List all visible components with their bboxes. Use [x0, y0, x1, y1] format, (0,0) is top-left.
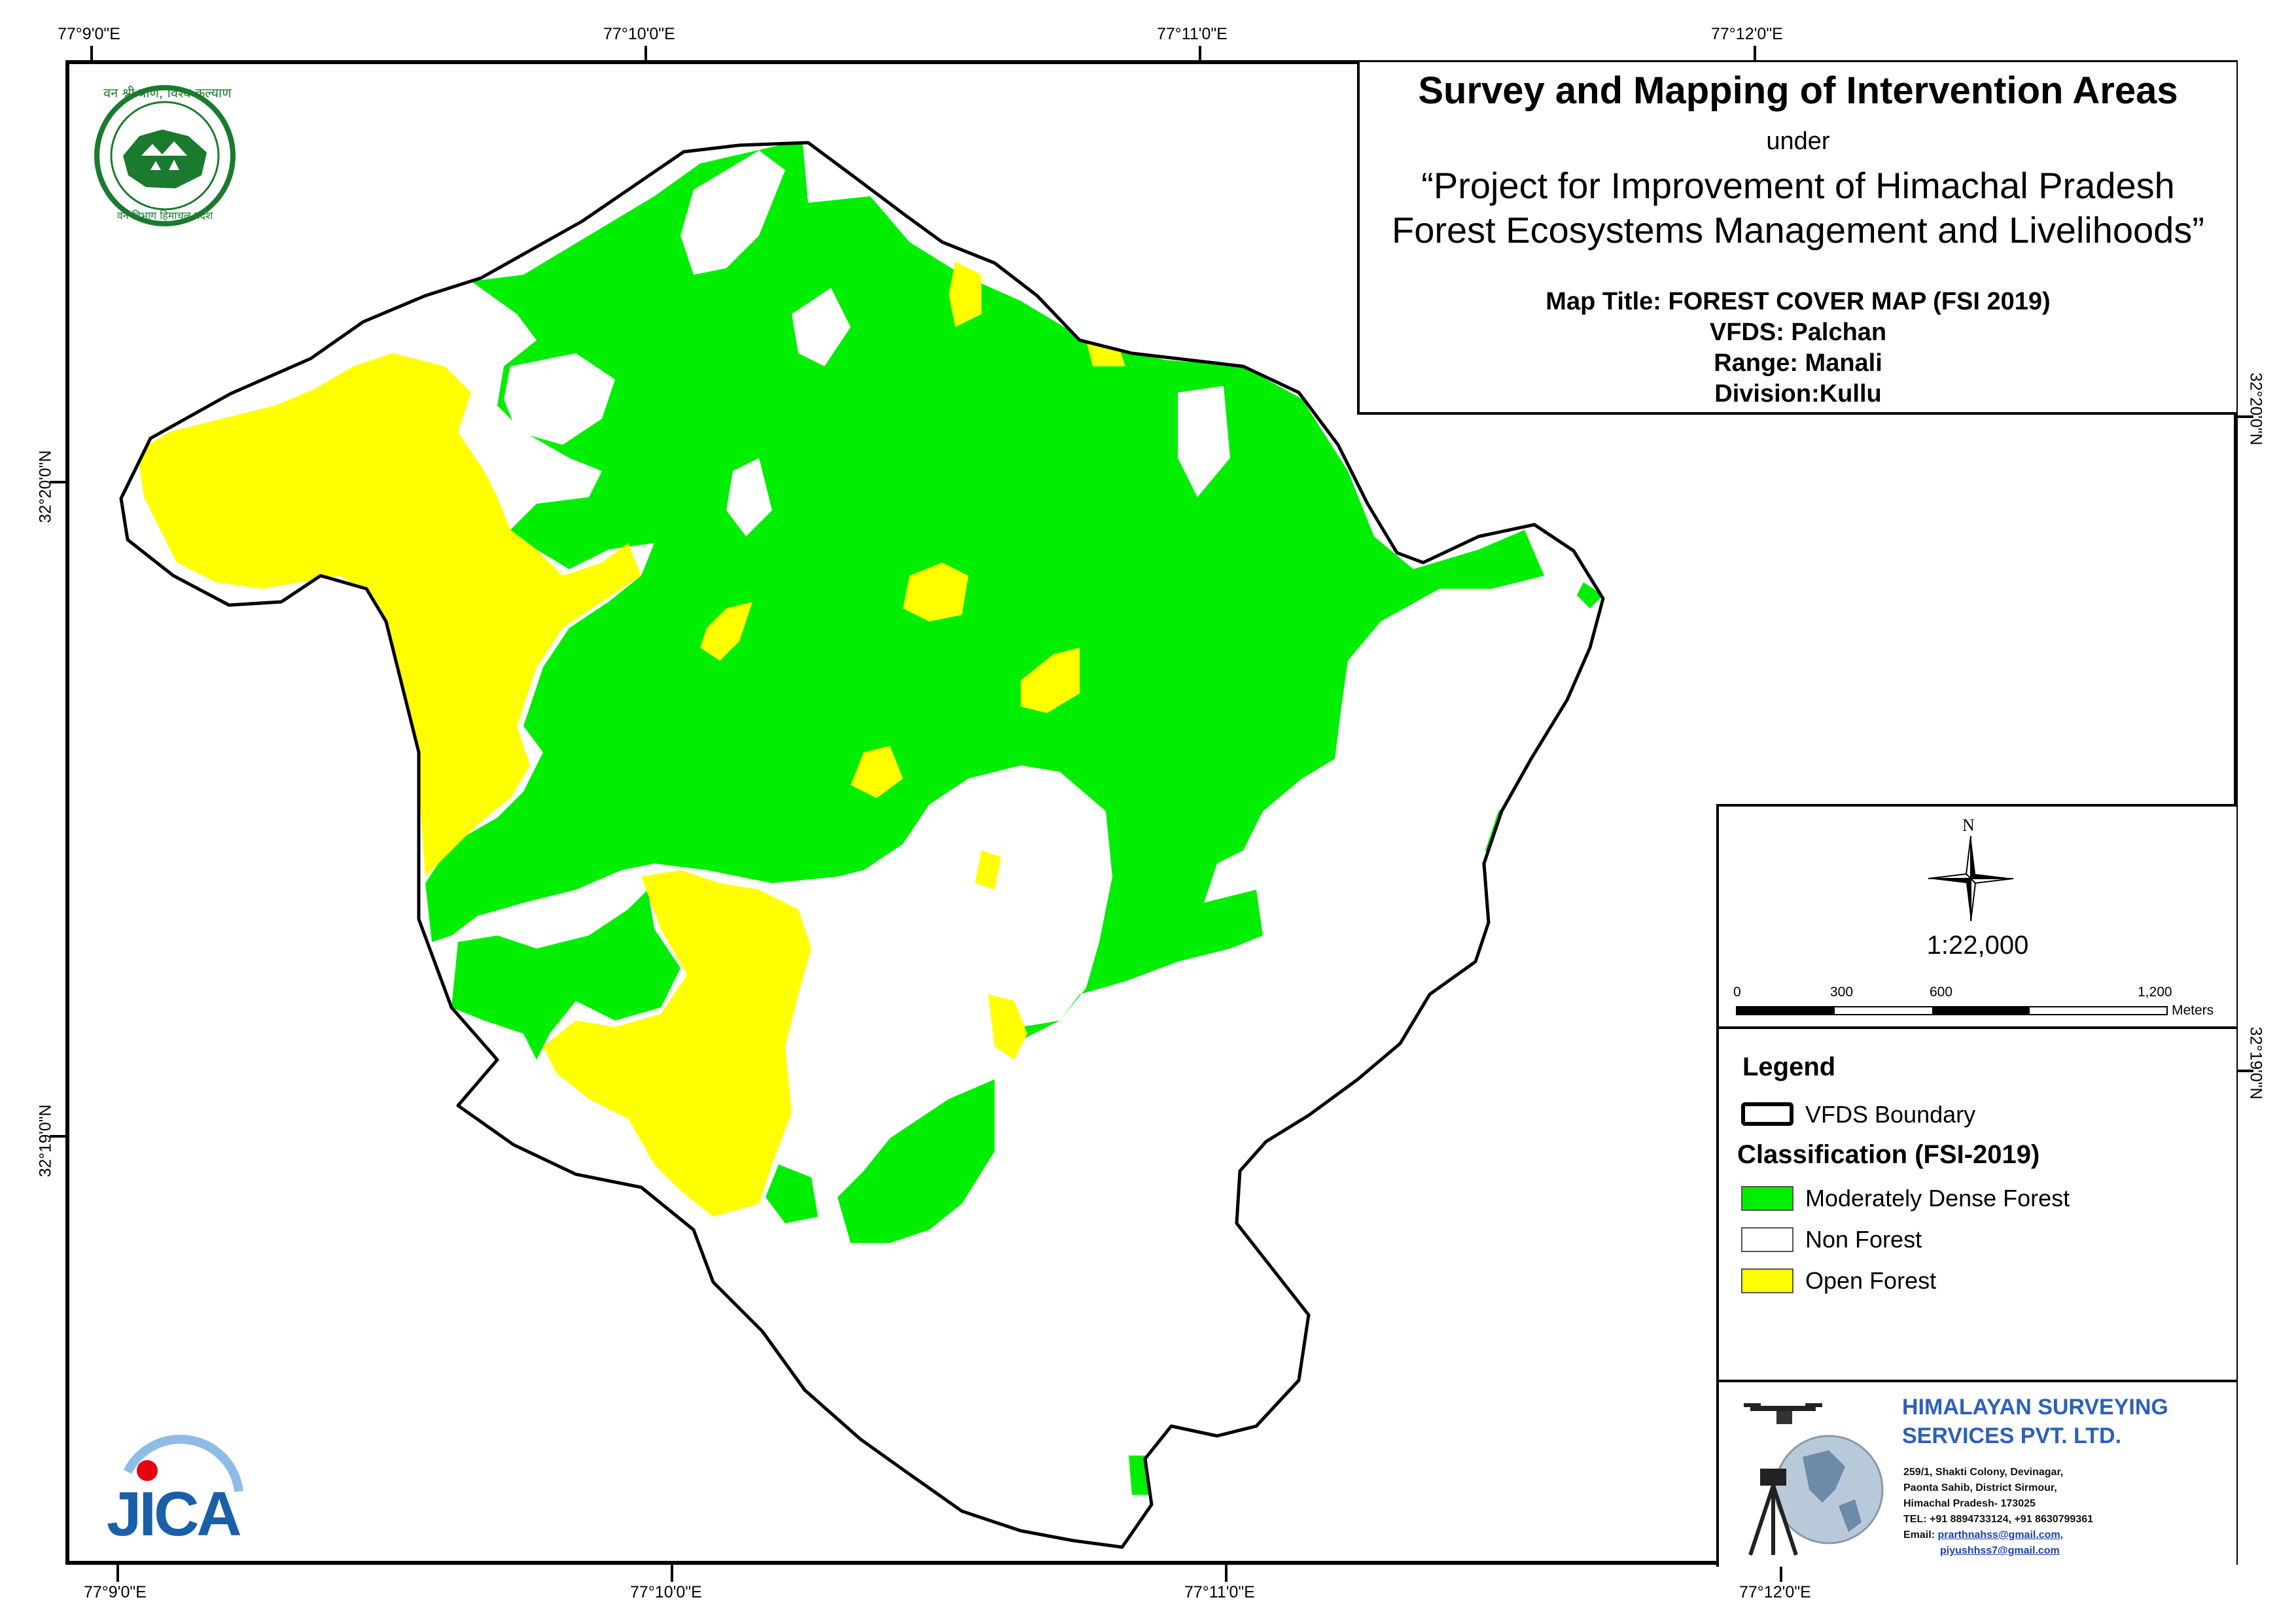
coord-top-label: 77°11'0"E	[1157, 25, 1227, 43]
map-main-title: Survey and Mapping of Intervention Areas	[1418, 69, 2178, 112]
scale-tick-label: 1,200	[2138, 985, 2172, 1000]
scale-tick-label: 300	[1830, 985, 1854, 1000]
company-address-line: Himachal Pradesh- 173025	[1903, 1498, 2036, 1509]
title-block: Survey and Mapping of Intervention Areas…	[1357, 62, 2236, 274]
non-forest-swatch	[1741, 1227, 1793, 1252]
jica-logo-text: JICA	[107, 1479, 242, 1549]
coord-top-label: 77°12'0"E	[1711, 25, 1783, 43]
company-address-line: 259/1, Shakti Colony, Devinagar,	[1903, 1467, 2064, 1478]
division-text: Division:Kullu	[1714, 380, 1882, 408]
project-title-line2: Forest Ecosystems Management and Livelih…	[1392, 209, 2204, 251]
map-title-text: Map Title: FOREST COVER MAP (FSI 2019)	[1545, 288, 2051, 315]
email-label: Email:	[1903, 1529, 1935, 1541]
legend-heading: Legend	[1742, 1053, 1836, 1081]
legend-class-label: Moderately Dense Forest	[1805, 1185, 2070, 1212]
company-address-line: Paonta Sahib, District Sirmour,	[1903, 1482, 2057, 1493]
coord-bottom-label: 77°12'0"E	[1739, 1583, 1811, 1601]
company-name-line2: SERVICES PVT. LTD.	[1902, 1423, 2122, 1448]
company-email-link[interactable]: prarthnahss@gmail.com,	[1937, 1529, 2064, 1541]
company-phone: TEL: +91 8894733124, +91 8630799361	[1903, 1514, 2094, 1525]
frame-tick	[90, 46, 93, 63]
forest-department-emblem: वन श्री त्राण, विश्व कल्याण वन विभाग हिम…	[77, 84, 253, 228]
frame-tick	[2236, 1070, 2253, 1072]
coord-bottom-label: 77°10'0"E	[630, 1583, 702, 1601]
legend-class-label: Open Forest	[1805, 1267, 1937, 1294]
company-block: HIMALAYAN SURVEYING SERVICES PVT. LTD. 2…	[1716, 1380, 2236, 1567]
emblem-bottom-text: वन विभाग हिमाचल प्रदेश	[116, 209, 213, 222]
coord-bottom-label: 77°11'0"E	[1184, 1583, 1255, 1601]
company-email-link[interactable]: piyushhss7@gmail.com	[1940, 1545, 2060, 1556]
classification-heading: Classification (FSI-2019)	[1737, 1140, 2040, 1169]
vfds-text: VFDS: Palchan	[1709, 319, 1887, 346]
company-email-line: Email: prarthnahss@gmail.com,	[1903, 1527, 2063, 1543]
scale-tick-label: 0	[1733, 985, 1741, 1000]
compass-rose-icon	[1928, 836, 2013, 921]
scale-ratio: 1:22,000	[1926, 931, 2029, 960]
scale-tick-label: 600	[1930, 985, 1953, 1000]
title-under: under	[1766, 128, 1830, 155]
frame-tick	[1199, 46, 1201, 63]
scale-unit: Meters	[2172, 1003, 2214, 1018]
frame-tick	[50, 1135, 67, 1138]
coord-bottom-label: 77°9'0"E	[84, 1583, 147, 1601]
jica-logo: JICA	[101, 1433, 245, 1550]
project-title-line1: “Project for Improvement of Himachal Pra…	[1421, 165, 2175, 206]
frame-tick	[1754, 46, 1756, 63]
moderately-dense-forest-swatch	[1741, 1186, 1793, 1211]
frame-tick	[1780, 1565, 1782, 1582]
coord-top-label: 77°9'0"E	[58, 25, 120, 43]
coord-top-label: 77°10'0"E	[603, 25, 675, 43]
emblem-top-text: वन श्री त्राण, विश्व कल्याण	[103, 85, 232, 101]
company-name-line1: HIMALAYAN SURVEYING	[1902, 1395, 2168, 1420]
frame-tick	[2236, 415, 2253, 418]
company-logo	[1744, 1403, 1884, 1556]
frame-tick	[671, 1565, 673, 1582]
vfds-boundary-swatch	[1741, 1102, 1793, 1126]
frame-tick	[50, 481, 67, 483]
legend: Legend VFDS Boundary Classification (FSI…	[1716, 1026, 2236, 1382]
frame-tick	[1225, 1565, 1227, 1582]
company-email-line: piyushhss7@gmail.com	[1940, 1543, 2060, 1559]
north-label: N	[1962, 816, 1975, 835]
scale-bar	[1736, 1006, 2168, 1015]
vfds-boundary	[119, 141, 1605, 1549]
frame-tick	[116, 1565, 119, 1582]
open-forest-swatch	[1741, 1268, 1793, 1293]
scale-block: N 1:22,000 0 300 600 1,200 Meters	[1716, 804, 2236, 1029]
legend-boundary-label: VFDS Boundary	[1805, 1101, 1976, 1128]
legend-class-label: Non Forest	[1805, 1226, 1922, 1253]
frame-tick	[645, 46, 647, 63]
map-info-block: Map Title: FOREST COVER MAP (FSI 2019) V…	[1357, 271, 2236, 415]
range-text: Range: Manali	[1714, 349, 1882, 377]
